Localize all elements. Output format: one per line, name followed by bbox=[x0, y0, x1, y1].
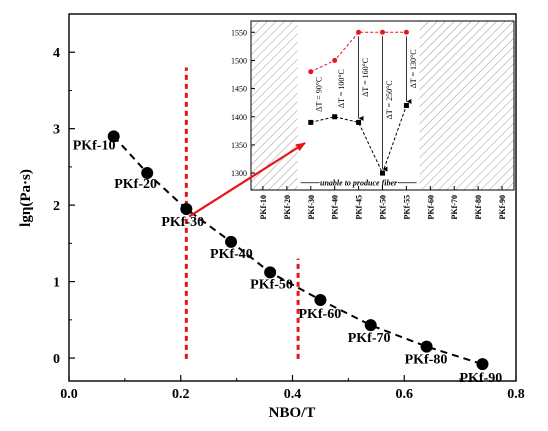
inset-hatched-regions bbox=[251, 21, 514, 190]
zoom-arrow bbox=[188, 142, 306, 218]
point-label: PKf-40 bbox=[210, 247, 253, 262]
inset-data-point bbox=[308, 69, 314, 75]
inset-category-label: PKf-50 bbox=[379, 195, 388, 219]
inset-category-label: PKf-80 bbox=[474, 195, 483, 219]
inset-data-point bbox=[356, 119, 362, 125]
inset-category-label: PKf-20 bbox=[283, 195, 292, 219]
inset-y-tick-label: 1400 bbox=[231, 113, 247, 122]
x-tick-label: 0.0 bbox=[60, 387, 78, 402]
inset-y-tick-label: 1450 bbox=[231, 85, 247, 94]
point-label: PKf-50 bbox=[250, 277, 293, 292]
data-point bbox=[314, 293, 327, 306]
data-point bbox=[180, 202, 193, 215]
inset-delta-t-label: ΔT = 130°C bbox=[409, 49, 418, 88]
inset-axes: 1300 1350 1400 1450 1500 1550 PKf-10 PKf-20 PKf-… bbox=[231, 28, 507, 219]
point-label: PKf-90 bbox=[459, 371, 502, 386]
inset-y-tick-label: 1350 bbox=[231, 141, 247, 150]
y-tick-label: 2 bbox=[53, 199, 60, 214]
x-tick-label: 0.2 bbox=[172, 387, 190, 402]
inset-data-point bbox=[403, 29, 409, 35]
point-label: PKf-10 bbox=[73, 138, 116, 153]
inset-category-label: PKf-10 bbox=[259, 195, 268, 219]
main-axes: 0.0 0.2 0.4 0.6 0.8 0 1 2 3 4 bbox=[53, 13, 525, 402]
inset-delta-t-label: ΔT = 90°C bbox=[315, 77, 324, 112]
inset-chart: ΔT = 90°C ΔT = 100°C ΔT = 160°C ΔT = 250°C Δ… bbox=[231, 20, 515, 219]
inset-category-label: PKf-60 bbox=[426, 195, 435, 219]
inset-annotations: ΔT = 90°C ΔT = 100°C ΔT = 160°C ΔT = 250°C Δ… bbox=[300, 36, 418, 184]
data-point bbox=[107, 130, 120, 143]
inset-category-label: PKf-90 bbox=[498, 195, 507, 219]
inset-data-point bbox=[380, 29, 385, 35]
inset-note: unable to produce fiber bbox=[320, 179, 398, 188]
hatched-region bbox=[419, 21, 514, 190]
inset-delta-t-label: ΔT = 160°C bbox=[361, 58, 370, 97]
inset-series-line bbox=[310, 31, 407, 73]
x-tick-label: 0.8 bbox=[507, 387, 525, 402]
inset-y-tick-label: 1550 bbox=[231, 28, 247, 37]
main-point-labels: PKf-10 PKf-20 PKf-30 PKf-40 PKf-50 PKf-60 PKf-… bbox=[73, 138, 503, 386]
hatched-region bbox=[251, 21, 298, 190]
inset-y-tick-label: 1500 bbox=[231, 56, 247, 65]
y-tick-label: 4 bbox=[53, 46, 60, 61]
point-label: PKf-30 bbox=[161, 215, 204, 230]
inset-data-point bbox=[332, 57, 338, 63]
point-label: PKf-60 bbox=[298, 307, 341, 322]
data-point bbox=[225, 235, 238, 248]
inset-data-point bbox=[332, 114, 338, 120]
data-point bbox=[420, 340, 433, 353]
y-tick-label: 0 bbox=[53, 352, 60, 367]
inset-category-label: PKf-45 bbox=[355, 195, 364, 219]
y-axis-title: lgη(Pa·s) bbox=[18, 169, 34, 227]
point-label: PKf-80 bbox=[405, 353, 448, 368]
x-axis-title: NBO/T bbox=[269, 405, 316, 421]
data-point bbox=[141, 167, 154, 180]
inset-delta-t-label: ΔT = 250°C bbox=[385, 80, 394, 119]
inset-category-label: PKf-55 bbox=[402, 195, 411, 219]
data-point bbox=[476, 358, 489, 371]
inset-category-label: PKf-30 bbox=[307, 195, 316, 219]
inset-series bbox=[308, 29, 409, 176]
point-label: PKf-20 bbox=[114, 177, 157, 192]
y-tick-label: 1 bbox=[53, 276, 60, 291]
inset-category-label: PKf-40 bbox=[331, 195, 340, 219]
point-label: PKf-70 bbox=[348, 331, 391, 346]
data-point bbox=[364, 319, 377, 332]
data-point bbox=[264, 266, 277, 279]
inset-series-line bbox=[310, 105, 407, 175]
inset-delta-t-label: ΔT = 100°C bbox=[337, 69, 346, 108]
inset-data-point bbox=[380, 170, 385, 176]
y-tick-label: 3 bbox=[53, 123, 60, 138]
inset-data-point bbox=[403, 103, 409, 108]
inset-y-tick-label: 1300 bbox=[231, 169, 247, 178]
main-series bbox=[107, 130, 489, 371]
x-tick-label: 0.4 bbox=[284, 387, 302, 402]
inset-data-point bbox=[356, 29, 362, 35]
inset-data-point bbox=[308, 119, 314, 125]
inset-category-label: PKf-70 bbox=[450, 195, 459, 219]
x-tick-label: 0.6 bbox=[396, 387, 414, 402]
